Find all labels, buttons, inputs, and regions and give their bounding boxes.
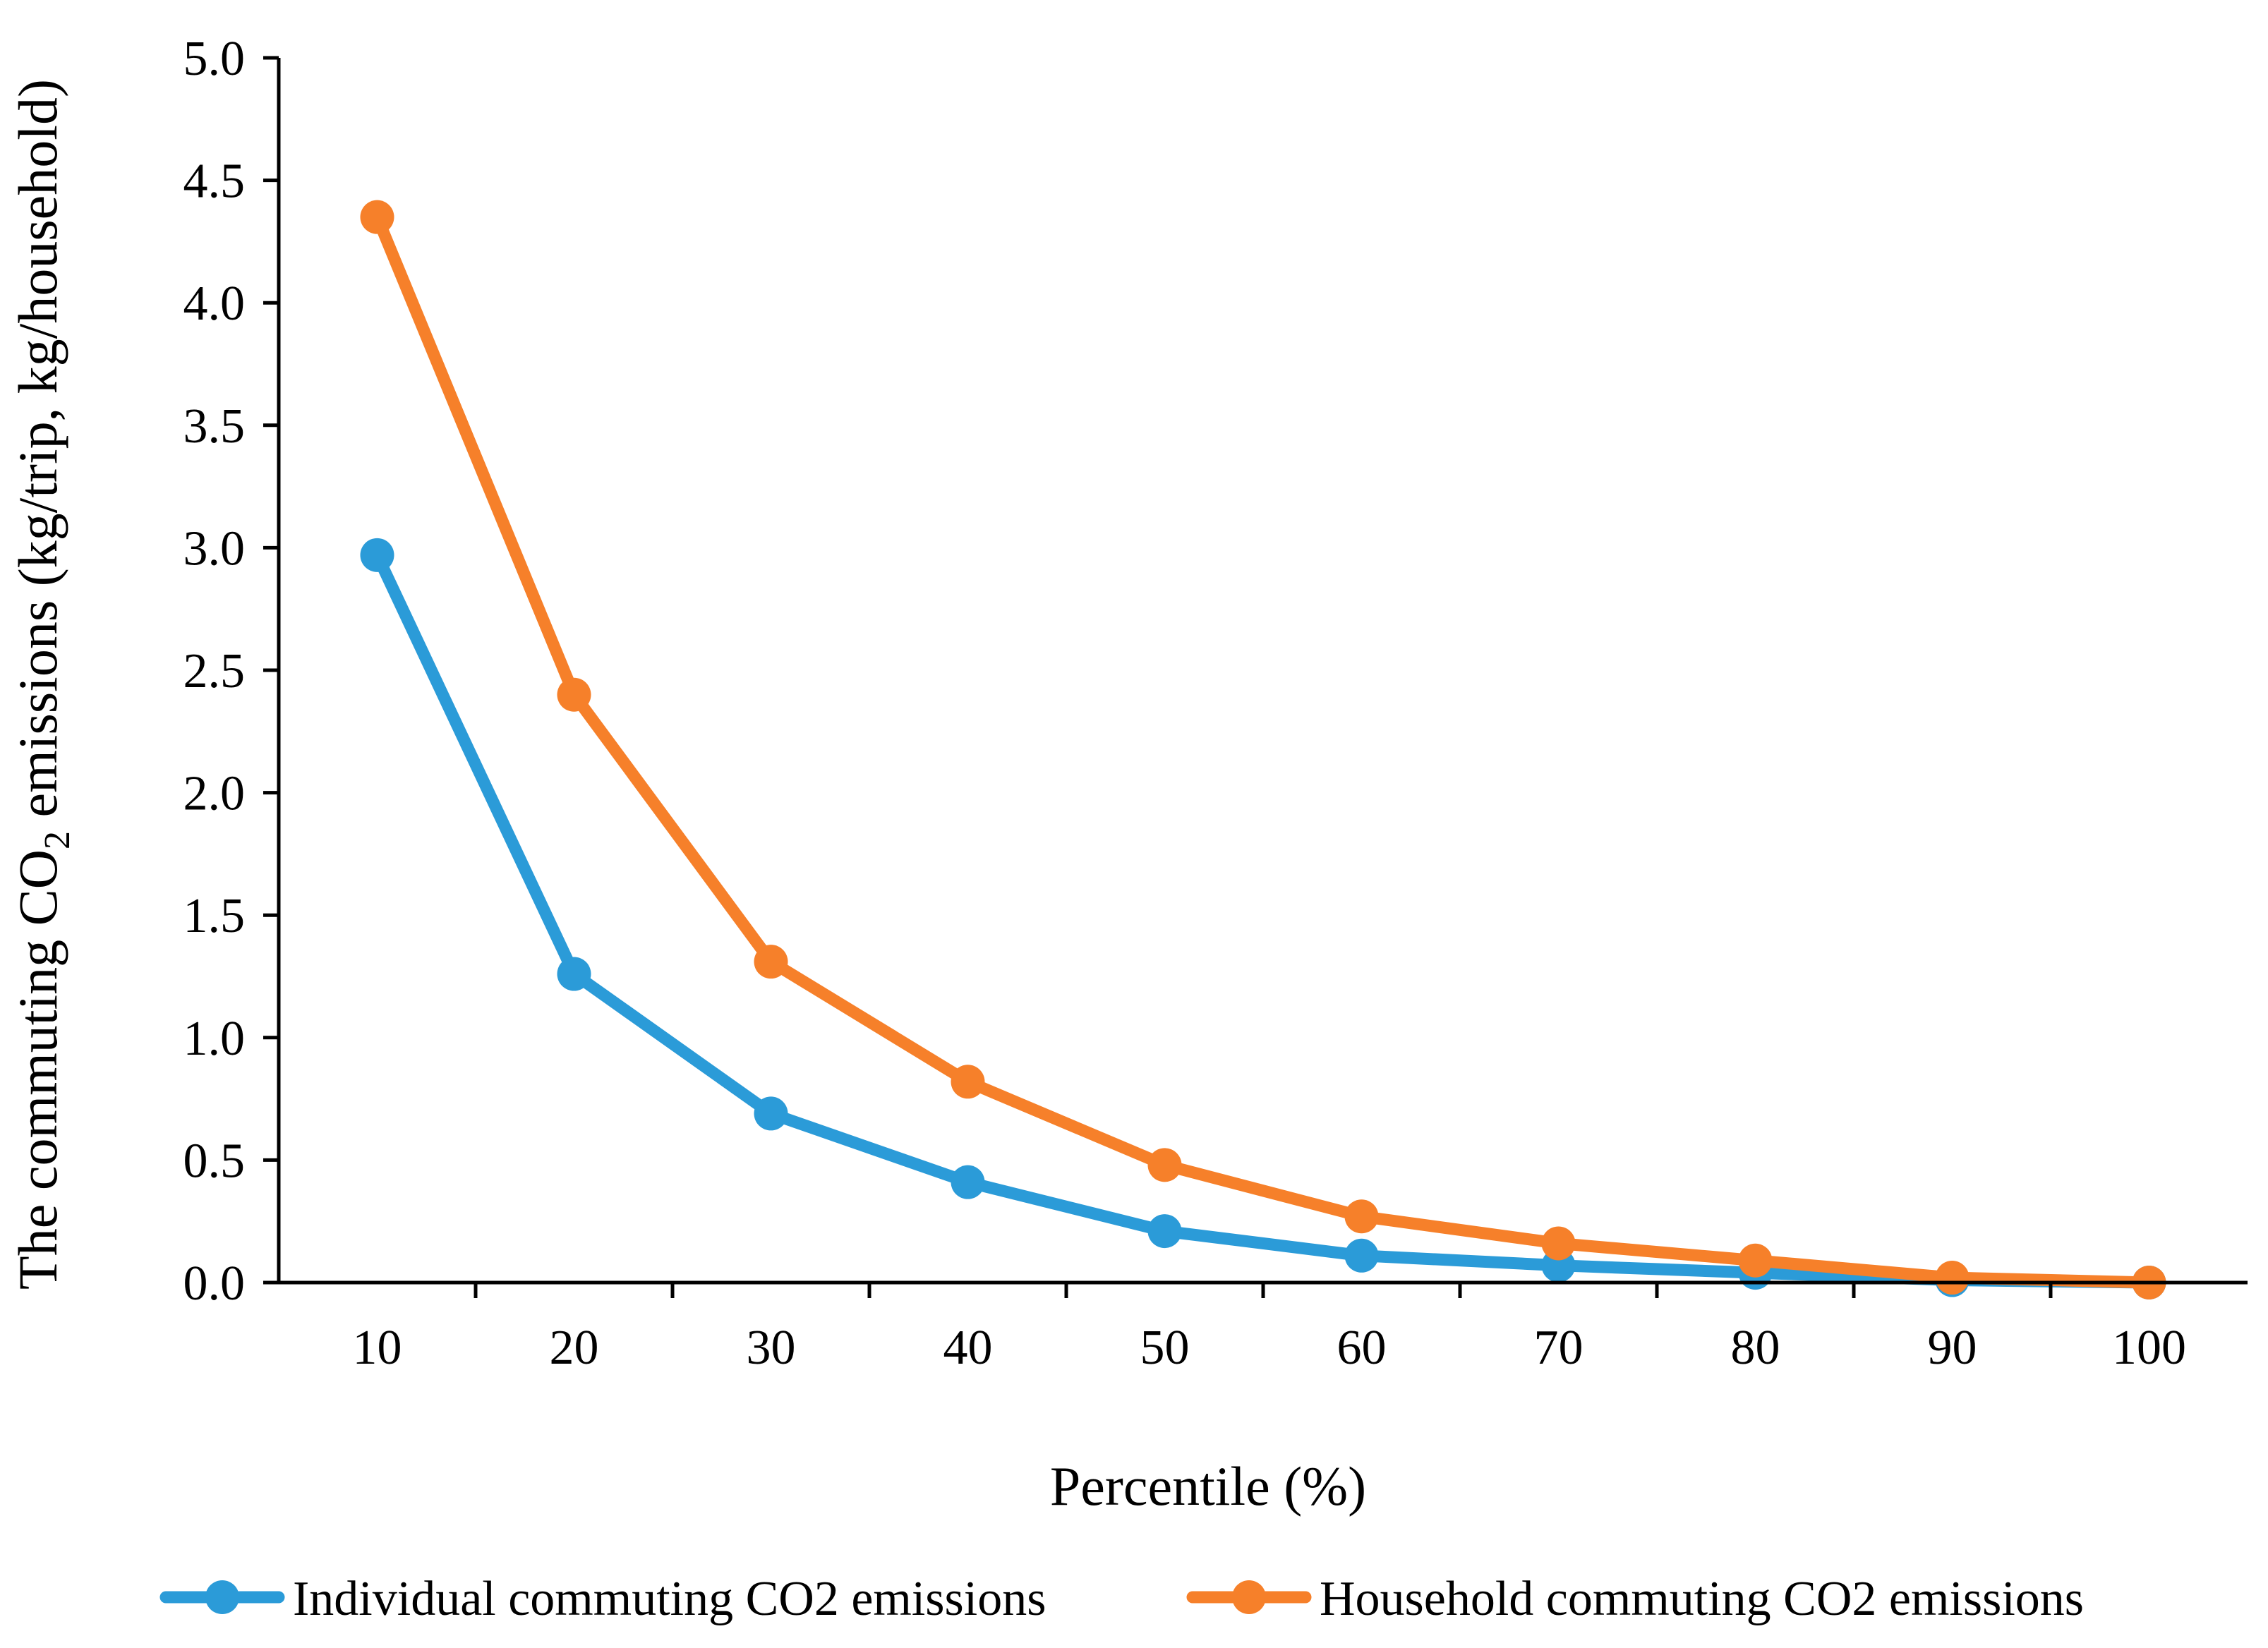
data-point-individual [557, 957, 591, 991]
x-tick-label: 50 [1140, 1321, 1190, 1375]
y-axis-ticks: 0.0 0.5 1.0 1.5 2.0 2.5 3.0 3.5 4.0 4.5 5.0 [183, 32, 279, 1311]
y-tick-label: 1.5 [183, 889, 246, 943]
data-point-individual [360, 538, 394, 572]
x-tick-label: 90 [1928, 1321, 1977, 1375]
x-axis-title: Percentile (%) [1050, 1455, 1366, 1517]
series-line-household [371, 211, 2155, 1289]
legend-marker-household [1232, 1580, 1266, 1614]
x-tick-label: 60 [1337, 1321, 1387, 1375]
x-tick-label: 70 [1534, 1321, 1584, 1375]
y-tick-label: 2.0 [183, 767, 246, 821]
y-axis-title: The commuting CO2 emissions (kg/trip, kg… [7, 79, 78, 1290]
x-tick-label: 10 [353, 1321, 402, 1375]
x-tick-label: 20 [550, 1321, 599, 1375]
x-axis-ticks: 10 20 30 40 50 60 70 80 90 100 [353, 1283, 2186, 1375]
data-point-individual [1344, 1238, 1379, 1273]
series-line-individual [371, 549, 2155, 1289]
y-axis-title-subscript: 2 [37, 831, 78, 849]
data-point-household [1147, 1148, 1182, 1182]
legend-item-individual[interactable]: Individual commuting CO2 emissions [159, 1572, 1046, 1626]
y-tick-label: 0.0 [183, 1256, 246, 1311]
data-point-household [754, 945, 788, 979]
data-point-household [1738, 1243, 1773, 1278]
y-tick-label: 1.0 [183, 1012, 246, 1066]
data-point-household [360, 200, 394, 234]
legend: Individual commuting CO2 emissions House… [159, 1572, 2084, 1626]
series-household [360, 200, 2166, 1299]
data-point-individual [1147, 1214, 1182, 1249]
data-point-household [1344, 1199, 1379, 1234]
data-point-individual [951, 1165, 985, 1199]
x-tick-label: 30 [747, 1321, 796, 1375]
data-point-household [951, 1065, 985, 1099]
x-tick-label: 100 [2112, 1321, 2186, 1375]
x-tick-label: 80 [1731, 1321, 1780, 1375]
data-point-individual [754, 1096, 788, 1131]
y-tick-label: 4.5 [183, 154, 246, 209]
y-tick-label: 0.5 [183, 1134, 246, 1188]
y-tick-label: 5.0 [183, 32, 246, 86]
plot-area: 0.0 0.5 1.0 1.5 2.0 2.5 3.0 3.5 4.0 4.5 5.0 10 20 30… [183, 32, 2248, 1375]
y-tick-label: 2.5 [183, 644, 246, 698]
data-point-household [557, 677, 591, 712]
x-tick-label: 40 [943, 1321, 993, 1375]
legend-marker-individual [205, 1580, 239, 1614]
legend-label-household: Household commuting CO2 emissions [1320, 1572, 2084, 1626]
data-point-household [1541, 1226, 1576, 1261]
legend-label-individual: Individual commuting CO2 emissions [293, 1572, 1046, 1626]
y-tick-label: 3.0 [183, 521, 246, 576]
y-tick-label: 3.5 [183, 399, 246, 454]
series-layer [360, 200, 2166, 1299]
y-tick-label: 4.0 [183, 277, 246, 331]
legend-item-household[interactable]: Household commuting CO2 emissions [1186, 1572, 2084, 1626]
y-axis-title-pre: The commuting CO [7, 849, 68, 1290]
y-axis-title-post: emissions (kg/trip, kg/household) [7, 79, 68, 831]
data-point-household [1935, 1261, 1970, 1295]
